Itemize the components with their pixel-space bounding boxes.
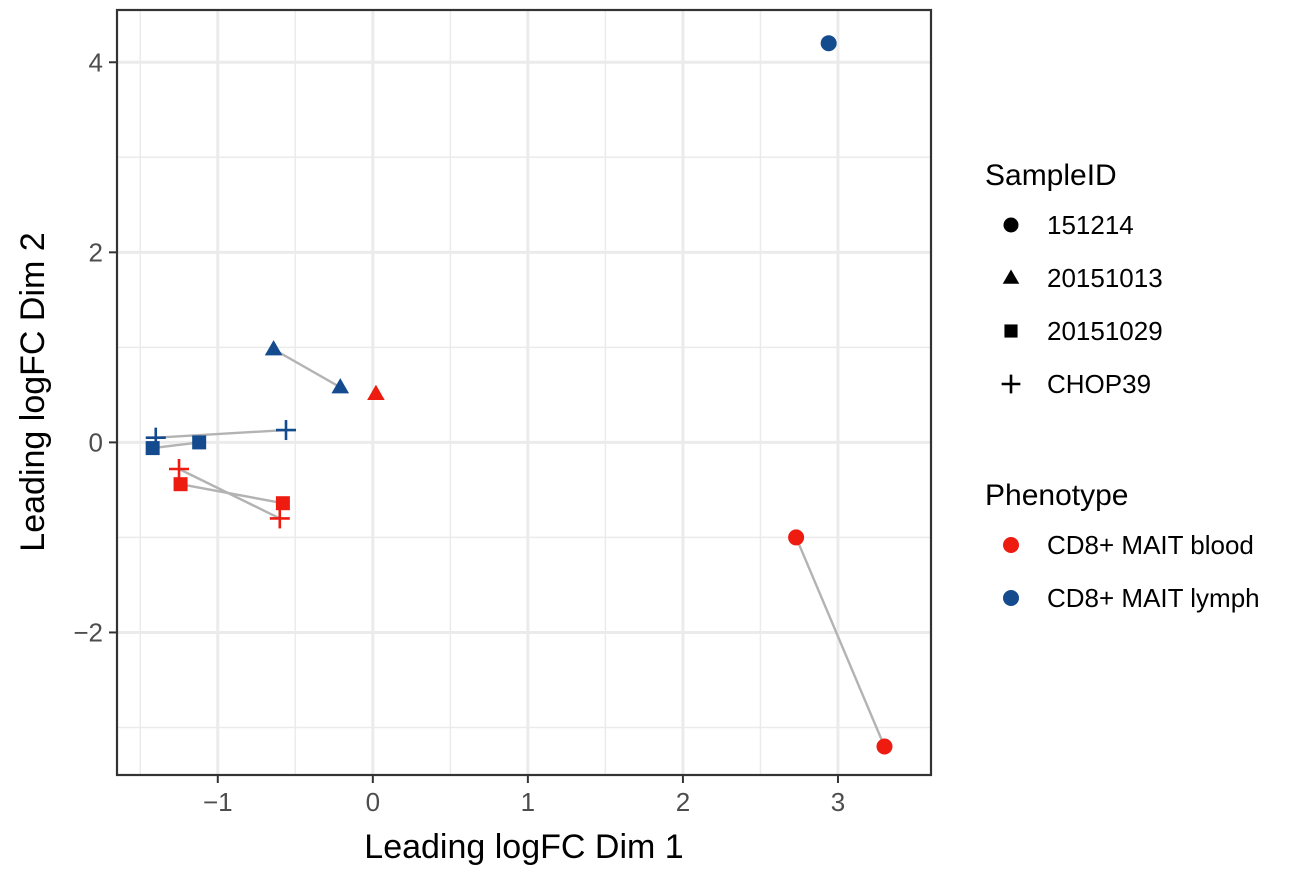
legend-key	[1001, 374, 1021, 394]
x-tick-label: 1	[521, 787, 535, 817]
data-point	[820, 35, 837, 52]
data-point	[192, 435, 207, 450]
connector-line	[155, 428, 287, 439]
legend-label: CD8+ MAIT blood	[1047, 530, 1254, 560]
y-tick-label: −2	[73, 617, 103, 647]
data-point	[173, 477, 188, 492]
y-axis-label: Leading logFC Dim 2	[14, 232, 52, 551]
minor-gridlines	[117, 10, 931, 775]
connector-line	[152, 441, 200, 450]
panel-background	[117, 10, 931, 775]
legend-label: 20151029	[1047, 316, 1163, 346]
legend-key	[1003, 590, 1019, 606]
major-gridlines	[117, 10, 931, 775]
legend-label: 20151013	[1047, 263, 1163, 293]
data-point	[276, 420, 297, 441]
legend-title: SampleID	[985, 159, 1117, 192]
y-tick-label: 4	[89, 47, 103, 77]
x-tick-label: 0	[366, 787, 380, 817]
data-point	[788, 529, 805, 546]
connector-lines	[152, 348, 886, 747]
legend-key	[1002, 269, 1020, 284]
legend-key	[1003, 217, 1019, 233]
data-point	[269, 508, 290, 529]
legend-label: CHOP39	[1047, 369, 1151, 399]
data-point	[145, 441, 160, 456]
x-axis: −1 0 1 2 3	[203, 775, 845, 817]
x-tick-label: 3	[831, 787, 845, 817]
x-axis-label: Leading logFC Dim 1	[364, 828, 683, 866]
data-point	[367, 384, 385, 401]
legend-key	[1004, 324, 1018, 338]
data-point	[331, 378, 350, 394]
legends: SampleID 151214 20151013 20151029 CHOP39 Phen…	[985, 159, 1260, 613]
legend-label: 151214	[1047, 210, 1134, 240]
legend-title: Phenotype	[985, 479, 1128, 512]
y-tick-label: 2	[89, 237, 103, 267]
connector-line	[795, 536, 886, 747]
data-points	[145, 35, 893, 755]
connector-line	[178, 467, 281, 520]
x-tick-label: −1	[203, 787, 233, 817]
legend-label: CD8+ MAIT lymph	[1047, 583, 1260, 613]
data-point	[145, 427, 166, 448]
data-point	[275, 496, 290, 511]
y-axis: −2 0 2 4	[73, 47, 117, 647]
connector-line	[273, 348, 341, 389]
data-point	[264, 340, 283, 356]
data-point	[169, 459, 190, 479]
x-tick-label: 2	[676, 787, 690, 817]
legend-key	[1003, 537, 1019, 553]
data-point	[876, 738, 893, 755]
y-tick-label: 0	[89, 427, 103, 457]
panel-border	[115, 8, 933, 777]
